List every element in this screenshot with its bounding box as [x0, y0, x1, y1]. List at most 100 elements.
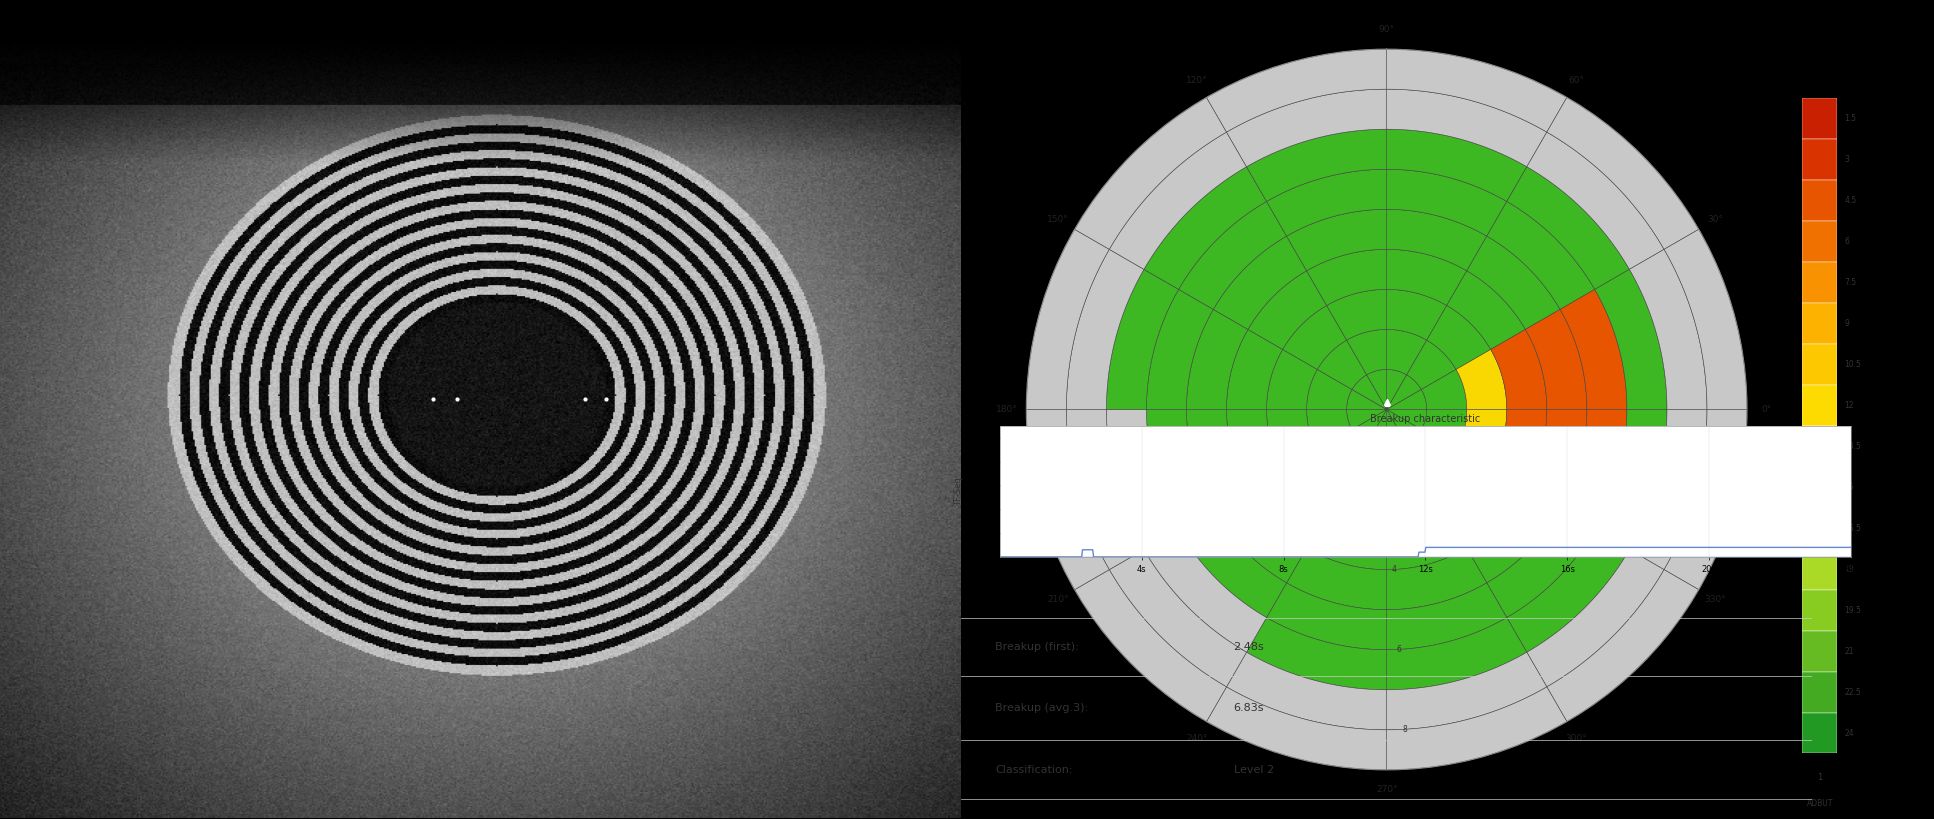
Polygon shape — [1367, 410, 1387, 450]
Polygon shape — [1247, 129, 1387, 201]
Title: Breakup characteristic: Breakup characteristic — [1369, 414, 1481, 423]
Polygon shape — [1143, 530, 1267, 652]
Polygon shape — [1547, 570, 1698, 722]
Polygon shape — [1387, 514, 1466, 570]
Polygon shape — [1491, 329, 1547, 410]
Text: 4: 4 — [1392, 565, 1396, 574]
Text: 13.5: 13.5 — [1845, 442, 1861, 450]
Polygon shape — [1110, 550, 1247, 687]
Polygon shape — [1286, 548, 1387, 609]
Text: Breakup (avg.3):: Breakup (avg.3): — [996, 704, 1089, 713]
Polygon shape — [1317, 340, 1367, 390]
Text: 9: 9 — [1845, 319, 1849, 328]
Polygon shape — [1387, 210, 1487, 271]
Polygon shape — [1352, 375, 1387, 410]
Polygon shape — [1526, 550, 1663, 687]
Polygon shape — [1027, 410, 1110, 590]
Polygon shape — [1630, 249, 1708, 410]
Polygon shape — [1447, 271, 1526, 350]
Bar — [1802, 590, 1837, 631]
Polygon shape — [1526, 132, 1663, 269]
Polygon shape — [1367, 369, 1387, 410]
Polygon shape — [1561, 410, 1626, 530]
Polygon shape — [1346, 444, 1387, 490]
Bar — [1802, 467, 1837, 508]
Polygon shape — [1346, 410, 1387, 429]
Text: 2.48s: 2.48s — [1234, 642, 1265, 652]
Polygon shape — [1427, 450, 1491, 514]
Polygon shape — [1178, 509, 1286, 618]
Bar — [1802, 631, 1837, 672]
Polygon shape — [1387, 444, 1427, 490]
Polygon shape — [1226, 410, 1282, 490]
Text: 10.5: 10.5 — [1845, 360, 1861, 369]
Text: 7.5: 7.5 — [1845, 278, 1857, 287]
Text: 6.83s: 6.83s — [1234, 704, 1265, 713]
Text: 6: 6 — [1396, 645, 1402, 654]
Polygon shape — [1226, 89, 1387, 167]
Polygon shape — [1075, 97, 1226, 249]
Bar — [1802, 221, 1837, 262]
Text: 18: 18 — [1845, 565, 1855, 573]
Polygon shape — [1387, 652, 1547, 730]
Polygon shape — [1387, 289, 1447, 340]
Polygon shape — [1267, 583, 1387, 649]
Polygon shape — [1487, 509, 1596, 618]
Polygon shape — [1226, 652, 1387, 730]
Polygon shape — [1387, 410, 1406, 450]
Polygon shape — [1267, 170, 1387, 236]
Bar — [1802, 508, 1837, 549]
Polygon shape — [1346, 329, 1387, 375]
Polygon shape — [1447, 469, 1526, 548]
Polygon shape — [1213, 490, 1307, 583]
Polygon shape — [1186, 410, 1247, 509]
Polygon shape — [1247, 271, 1327, 350]
Bar — [1802, 139, 1837, 180]
Polygon shape — [1282, 450, 1346, 514]
Polygon shape — [1387, 687, 1567, 770]
Polygon shape — [1110, 132, 1247, 269]
Polygon shape — [1307, 249, 1387, 305]
Text: 16.5: 16.5 — [1845, 524, 1861, 532]
Polygon shape — [1307, 410, 1352, 450]
Polygon shape — [1207, 49, 1387, 132]
Polygon shape — [1247, 469, 1327, 548]
Text: 1: 1 — [1818, 773, 1822, 782]
Text: 15: 15 — [1845, 483, 1855, 491]
Polygon shape — [1066, 249, 1143, 410]
Bar — [1802, 549, 1837, 590]
Polygon shape — [1387, 618, 1526, 690]
Polygon shape — [1106, 410, 1178, 550]
Polygon shape — [1547, 97, 1698, 249]
Polygon shape — [1075, 570, 1226, 722]
Text: 21: 21 — [1845, 647, 1855, 655]
Text: Breakup (first):: Breakup (first): — [996, 642, 1079, 652]
Polygon shape — [1663, 410, 1746, 590]
Text: 24: 24 — [1845, 729, 1855, 737]
Polygon shape — [1466, 236, 1561, 329]
Polygon shape — [1143, 167, 1267, 289]
Text: 1.5: 1.5 — [1845, 115, 1857, 123]
Bar — [1802, 672, 1837, 713]
Text: 12: 12 — [1845, 401, 1855, 410]
Polygon shape — [1421, 410, 1466, 450]
Bar — [1802, 262, 1837, 303]
Polygon shape — [1147, 410, 1213, 530]
Polygon shape — [1456, 410, 1507, 469]
Polygon shape — [1507, 167, 1630, 289]
Polygon shape — [1213, 236, 1307, 329]
Text: 3: 3 — [1845, 156, 1849, 164]
Polygon shape — [1526, 410, 1588, 509]
Polygon shape — [1307, 514, 1387, 570]
Text: 6: 6 — [1845, 238, 1849, 246]
Text: 4.5: 4.5 — [1845, 197, 1857, 205]
Bar — [1802, 344, 1837, 385]
Polygon shape — [1427, 305, 1491, 369]
Polygon shape — [1387, 410, 1427, 429]
Polygon shape — [1106, 269, 1178, 410]
Polygon shape — [1226, 329, 1282, 410]
Polygon shape — [1387, 369, 1406, 410]
Polygon shape — [1207, 687, 1387, 770]
Text: 2: 2 — [1387, 485, 1392, 494]
Polygon shape — [1491, 410, 1547, 490]
